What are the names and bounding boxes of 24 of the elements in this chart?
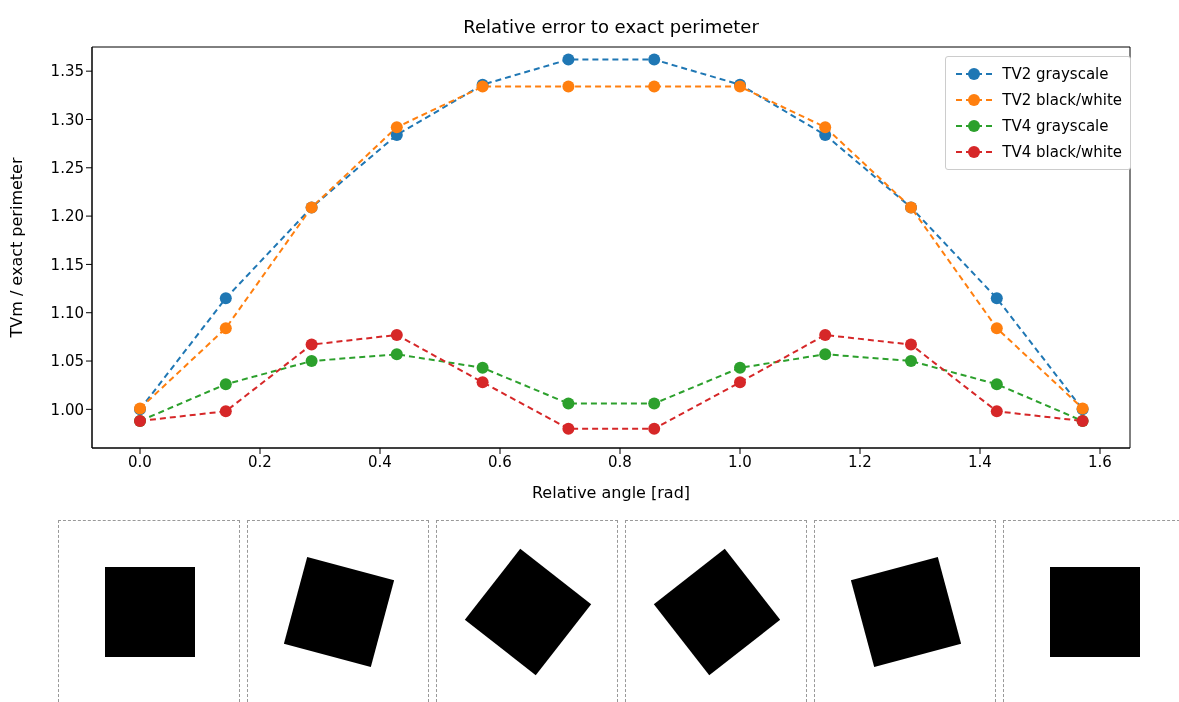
x-tick-label: 0.0 bbox=[128, 452, 152, 471]
x-tick-label: 0.6 bbox=[488, 452, 512, 471]
legend-label: TV4 grayscale bbox=[1002, 117, 1109, 135]
x-tick-label: 1.0 bbox=[728, 452, 752, 471]
x-tick-label: 0.8 bbox=[608, 452, 632, 471]
legend-label: TV4 black/white bbox=[1002, 143, 1122, 161]
x-axis-title: Relative angle [rad] bbox=[531, 483, 691, 502]
legend-label: TV2 grayscale bbox=[1002, 65, 1109, 83]
y-tick-label: 1.35 bbox=[50, 62, 84, 81]
y-tick-label: 1.00 bbox=[50, 400, 84, 419]
x-tick-label: 0.2 bbox=[248, 452, 272, 471]
x-tick-label: 1.6 bbox=[1088, 452, 1112, 471]
y-axis-title: TVm / exact perimeter bbox=[6, 157, 26, 339]
y-tick-label: 1.10 bbox=[50, 304, 84, 323]
y-tick-label: 1.20 bbox=[50, 207, 84, 226]
y-tick-label: 1.30 bbox=[50, 110, 84, 129]
y-tick-label: 1.15 bbox=[50, 255, 84, 274]
legend-label: TV2 black/white bbox=[1002, 91, 1122, 109]
x-tick-label: 0.4 bbox=[368, 452, 392, 471]
y-tick-label: 1.25 bbox=[50, 159, 84, 178]
y-tick-label: 1.05 bbox=[50, 352, 84, 371]
x-tick-label: 1.4 bbox=[968, 452, 992, 471]
chart-title: Relative error to exact perimeter bbox=[462, 16, 760, 37]
x-tick-label: 1.2 bbox=[848, 452, 872, 471]
